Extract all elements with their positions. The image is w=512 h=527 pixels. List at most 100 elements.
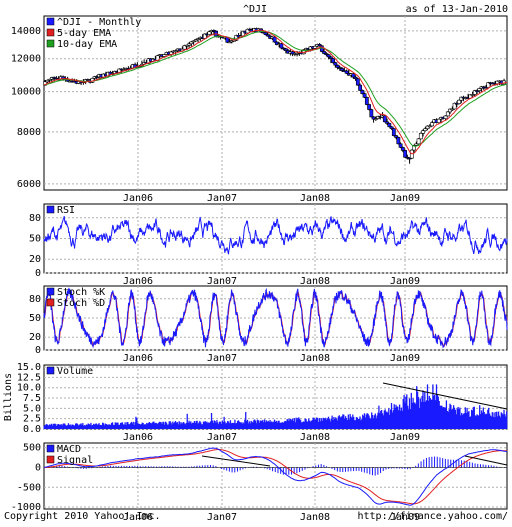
volume-bar [131, 423, 133, 429]
volume-bar [154, 423, 156, 429]
volume-bar [366, 413, 368, 429]
price-candle-body [279, 43, 284, 49]
volume-bar [86, 424, 88, 429]
volume-bar [439, 405, 441, 429]
volume-bar [303, 421, 305, 429]
volume-bar [389, 414, 391, 429]
price-candle-body [382, 115, 387, 123]
volume-y-tick-label: 10.0 [17, 383, 41, 394]
volume-bar [107, 424, 109, 429]
volume-bar [291, 418, 294, 429]
volume-bar [283, 421, 286, 429]
volume-bar [386, 411, 388, 429]
volume-bar [407, 409, 410, 429]
volume-bar [237, 420, 240, 429]
volume-bar [239, 422, 241, 429]
volume-bar [110, 425, 112, 429]
macd-signal-line [44, 449, 508, 505]
volume-bar [49, 425, 52, 429]
price-candle-body [472, 90, 477, 95]
price-candle-body [445, 111, 450, 117]
volume-bar [236, 422, 238, 429]
volume-bar [147, 422, 150, 429]
volume-bar [265, 420, 268, 429]
macd-x-tick-label: Jan07 [207, 512, 237, 523]
volume-bar [46, 423, 48, 429]
volume-bar [173, 423, 175, 429]
volume-bar [438, 400, 440, 429]
volume-bar [129, 423, 132, 429]
price-legend-label: 5-day EMA [57, 28, 111, 39]
volume-bar [403, 394, 405, 429]
volume-bar [461, 412, 463, 429]
volume-bar [134, 422, 136, 429]
volume-bar [344, 416, 347, 429]
volume-bar [166, 424, 169, 429]
volume-bar [73, 425, 75, 429]
volume-bar [320, 418, 322, 429]
volume-bar [207, 423, 209, 429]
volume-bar [356, 417, 358, 429]
volume-bar [156, 424, 159, 429]
volume-bar [433, 395, 435, 429]
volume-bar [362, 415, 365, 429]
volume-bar [55, 424, 57, 429]
volume-bar [489, 415, 492, 429]
rsi-y-tick-label: 80 [29, 213, 41, 224]
price-candle-body [358, 84, 362, 91]
volume-bar [349, 413, 351, 429]
volume-bar [205, 422, 207, 429]
volume-bar [132, 421, 134, 429]
volume-bar [273, 419, 276, 429]
volume-bar [254, 420, 257, 429]
volume-bar [499, 417, 502, 429]
volume-bar [315, 418, 317, 429]
rsi-x-tick-label: Jan08 [300, 276, 330, 287]
volume-bar [173, 422, 176, 429]
rsi-y-tick-label: 0 [35, 268, 41, 279]
copyright-text: Copyright 2010 Yahoo! Inc. [4, 511, 161, 522]
volume-bar [427, 400, 430, 429]
volume-bar [246, 419, 249, 429]
volume-bar [83, 425, 86, 429]
volume-bar [87, 423, 89, 429]
volume-bar [447, 411, 449, 429]
volume-bar [440, 405, 442, 429]
volume-bar [260, 420, 262, 429]
volume-bar [245, 421, 248, 429]
volume-bar [506, 411, 508, 429]
volume-bar [84, 425, 87, 429]
volume-bar [59, 424, 61, 429]
volume-bar [365, 414, 367, 429]
volume-bar [395, 404, 397, 429]
ema10-line [43, 31, 508, 147]
volume-bar [468, 411, 470, 429]
volume-bar [432, 384, 434, 429]
stoch-legend-label: Stoch %K [57, 287, 105, 298]
volume-bar [393, 404, 395, 429]
volume-bar [155, 423, 158, 429]
volume-bar [242, 422, 244, 429]
volume-bar [396, 406, 398, 429]
volume-bar [408, 398, 411, 429]
price-candle-body [295, 53, 299, 55]
volume-bar [105, 423, 107, 429]
price-candle-body [351, 73, 356, 78]
volume-bar [333, 416, 335, 429]
volume-bar [229, 420, 232, 429]
volume-bar [466, 407, 468, 429]
volume-bar [407, 405, 409, 429]
price-candle-body [477, 88, 482, 91]
volume-bar [143, 424, 145, 429]
price-candle-body [443, 115, 448, 119]
stoch-y-tick-label: 20 [29, 332, 41, 343]
macd-x-tick-label: Jan09 [390, 512, 420, 523]
volume-bar [461, 414, 464, 429]
volume-bar [198, 422, 200, 429]
ema5-line [43, 29, 508, 155]
volume-bar [270, 422, 272, 429]
volume-trendline [382, 382, 508, 410]
volume-bar [146, 423, 149, 429]
volume-bar [176, 422, 178, 429]
